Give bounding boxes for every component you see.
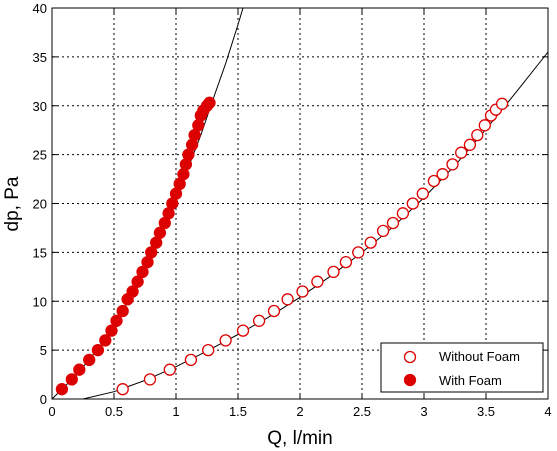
point-with-foam (65, 373, 78, 386)
x-tick-label: 1.5 (229, 404, 247, 419)
legend-label-without-foam: Without Foam (439, 349, 520, 364)
point-with-foam (91, 343, 105, 357)
x-tick-label: 1 (172, 404, 179, 419)
x-axis: 0 0.5 1 1.5 2 2.5 3 3.5 4 (48, 8, 552, 419)
point-without-foam (478, 119, 491, 132)
legend: Without Foam With Foam (380, 342, 544, 393)
point-without-foam (427, 174, 441, 188)
point-without-foam (455, 146, 468, 159)
x-tick-label: 0.5 (105, 404, 123, 419)
point-with-foam (73, 363, 86, 376)
point-without-foam (296, 285, 309, 298)
data-markers (55, 96, 509, 396)
y-tick-label: 0 (40, 392, 47, 407)
point-with-foam (105, 324, 118, 337)
point-with-foam (203, 96, 216, 109)
y-axis: 0 5 10 15 20 25 30 35 40 (33, 1, 548, 407)
x-tick-label: 2.5 (353, 404, 371, 419)
legend-marker-without-foam (403, 350, 417, 364)
point-with-foam (55, 383, 69, 396)
point-with-foam (99, 334, 112, 347)
point-without-foam (163, 363, 176, 376)
point-without-foam (184, 353, 198, 367)
y-tick-label: 20 (33, 197, 47, 212)
point-without-foam (396, 207, 410, 220)
point-without-foam (143, 373, 157, 386)
point-without-foam (406, 197, 419, 210)
point-without-foam (236, 324, 250, 337)
point-without-foam (352, 246, 365, 259)
y-axis-label: dp, Pa (2, 176, 23, 231)
point-without-foam (219, 334, 232, 347)
point-without-foam (386, 216, 400, 230)
point-without-foam (446, 158, 459, 171)
x-tick-label: 4 (544, 404, 551, 419)
point-without-foam (281, 293, 294, 306)
point-with-foam (126, 285, 139, 298)
point-without-foam (311, 275, 324, 288)
point-with-foam (110, 314, 123, 327)
point-without-foam (116, 383, 129, 396)
x-tick-label: 3 (420, 404, 427, 419)
point-without-foam (463, 138, 477, 151)
point-with-foam (83, 353, 96, 367)
point-without-foam (416, 187, 429, 200)
point-without-foam (252, 314, 266, 327)
y-tick-label: 5 (40, 343, 47, 358)
point-with-foam (116, 304, 129, 318)
y-tick-label: 35 (33, 50, 47, 65)
x-tick-label: 0 (48, 404, 55, 419)
point-with-foam (153, 226, 167, 239)
x-tick-label: 2 (296, 404, 303, 419)
point-without-foam (376, 224, 390, 238)
legend-marker-with-foam (403, 373, 417, 387)
y-tick-label: 15 (33, 245, 47, 260)
point-without-foam (364, 236, 377, 249)
y-tick-label: 10 (33, 294, 47, 309)
point-without-foam (267, 304, 281, 318)
point-with-foam (131, 275, 144, 288)
point-without-foam (436, 168, 449, 181)
point-without-foam (339, 255, 353, 269)
point-without-foam (327, 265, 340, 279)
point-with-foam (136, 265, 149, 279)
y-tick-label: 40 (33, 1, 47, 16)
point-with-foam (145, 246, 158, 259)
x-axis-label: Q, l/min (267, 428, 332, 449)
point-without-foam (202, 343, 215, 357)
y-tick-label: 30 (33, 99, 47, 114)
point-without-foam (471, 128, 484, 142)
legend-label-with-foam: With Foam (439, 373, 502, 388)
point-without-foam (495, 97, 509, 110)
x-tick-label: 3.5 (477, 404, 495, 419)
y-tick-label: 25 (33, 148, 47, 163)
